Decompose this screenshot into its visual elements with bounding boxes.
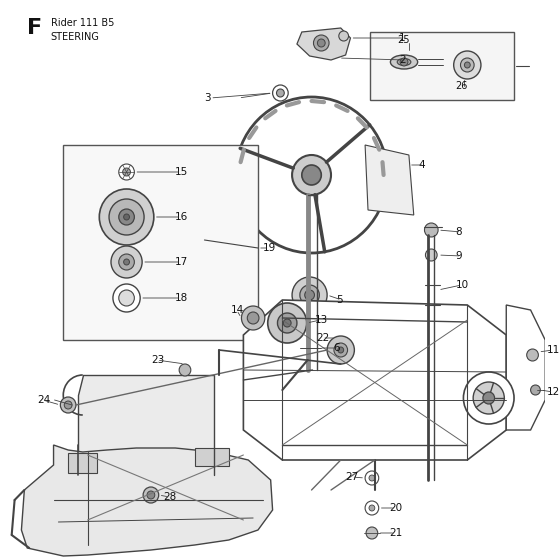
- Text: 8: 8: [456, 227, 462, 237]
- Polygon shape: [297, 28, 351, 60]
- Circle shape: [334, 343, 348, 357]
- Text: 18: 18: [175, 293, 189, 303]
- Circle shape: [473, 382, 505, 414]
- Text: 16: 16: [175, 212, 189, 222]
- Text: 11: 11: [547, 345, 560, 355]
- Circle shape: [119, 254, 134, 270]
- Polygon shape: [506, 305, 545, 430]
- Circle shape: [119, 290, 134, 306]
- Circle shape: [143, 487, 158, 503]
- Circle shape: [277, 313, 297, 333]
- Text: 4: 4: [419, 160, 425, 170]
- Circle shape: [369, 505, 375, 511]
- Circle shape: [179, 364, 191, 376]
- Circle shape: [366, 527, 378, 539]
- Circle shape: [147, 491, 155, 499]
- Circle shape: [124, 259, 129, 265]
- Circle shape: [124, 214, 129, 220]
- Circle shape: [302, 165, 321, 185]
- Text: 2: 2: [399, 55, 406, 65]
- Circle shape: [300, 285, 319, 305]
- Circle shape: [483, 392, 494, 404]
- Circle shape: [113, 284, 140, 312]
- Text: 26: 26: [456, 81, 468, 91]
- Text: 12: 12: [547, 387, 560, 397]
- Text: 6: 6: [333, 343, 339, 353]
- Polygon shape: [21, 445, 273, 556]
- Circle shape: [454, 51, 481, 79]
- Circle shape: [369, 475, 375, 481]
- Circle shape: [314, 35, 329, 51]
- Polygon shape: [78, 375, 214, 475]
- Text: 24: 24: [37, 395, 50, 405]
- Circle shape: [464, 372, 514, 424]
- Text: 17: 17: [175, 257, 189, 267]
- Circle shape: [426, 249, 437, 261]
- Text: 25: 25: [397, 35, 410, 45]
- Circle shape: [292, 155, 331, 195]
- Circle shape: [99, 189, 154, 245]
- Circle shape: [248, 312, 259, 324]
- Circle shape: [460, 58, 474, 72]
- Circle shape: [339, 31, 348, 41]
- Text: 27: 27: [346, 472, 359, 482]
- Text: 5: 5: [336, 295, 343, 305]
- Circle shape: [60, 397, 76, 413]
- Circle shape: [318, 39, 325, 47]
- Circle shape: [273, 85, 288, 101]
- Circle shape: [527, 349, 538, 361]
- Text: 1: 1: [399, 33, 406, 43]
- Text: 13: 13: [315, 315, 328, 325]
- Circle shape: [365, 501, 379, 515]
- Circle shape: [300, 338, 319, 358]
- Bar: [370, 32, 514, 100]
- Text: 3: 3: [204, 93, 211, 103]
- Circle shape: [327, 336, 354, 364]
- Text: 28: 28: [164, 492, 177, 502]
- Bar: [195, 448, 229, 466]
- Circle shape: [305, 290, 315, 300]
- Text: 21: 21: [389, 528, 403, 538]
- Text: 19: 19: [263, 243, 276, 253]
- Circle shape: [236, 97, 388, 253]
- Text: F: F: [27, 18, 43, 38]
- Text: 9: 9: [456, 251, 462, 261]
- Circle shape: [119, 164, 134, 180]
- Text: 10: 10: [456, 280, 469, 290]
- Circle shape: [400, 58, 408, 66]
- Circle shape: [109, 199, 144, 235]
- Circle shape: [268, 303, 307, 343]
- Circle shape: [530, 385, 540, 395]
- Circle shape: [119, 209, 134, 225]
- Circle shape: [111, 246, 142, 278]
- Circle shape: [365, 471, 379, 485]
- Circle shape: [123, 168, 130, 176]
- Text: 20: 20: [389, 503, 403, 513]
- Ellipse shape: [390, 55, 418, 69]
- Circle shape: [64, 401, 72, 409]
- Bar: [63, 145, 258, 340]
- Text: STEERING: STEERING: [50, 32, 100, 42]
- Circle shape: [338, 347, 344, 353]
- Circle shape: [241, 306, 265, 330]
- Circle shape: [277, 89, 284, 97]
- Circle shape: [424, 223, 438, 237]
- Text: 23: 23: [151, 355, 164, 365]
- Text: 15: 15: [175, 167, 189, 177]
- Text: 14: 14: [231, 305, 244, 315]
- Circle shape: [292, 277, 327, 313]
- Bar: [68, 453, 97, 473]
- Text: Rider 111 B5: Rider 111 B5: [50, 18, 114, 28]
- Polygon shape: [244, 300, 506, 460]
- Polygon shape: [365, 145, 414, 215]
- Circle shape: [464, 62, 470, 68]
- Ellipse shape: [397, 58, 411, 66]
- Text: 22: 22: [316, 333, 330, 343]
- Circle shape: [283, 319, 291, 327]
